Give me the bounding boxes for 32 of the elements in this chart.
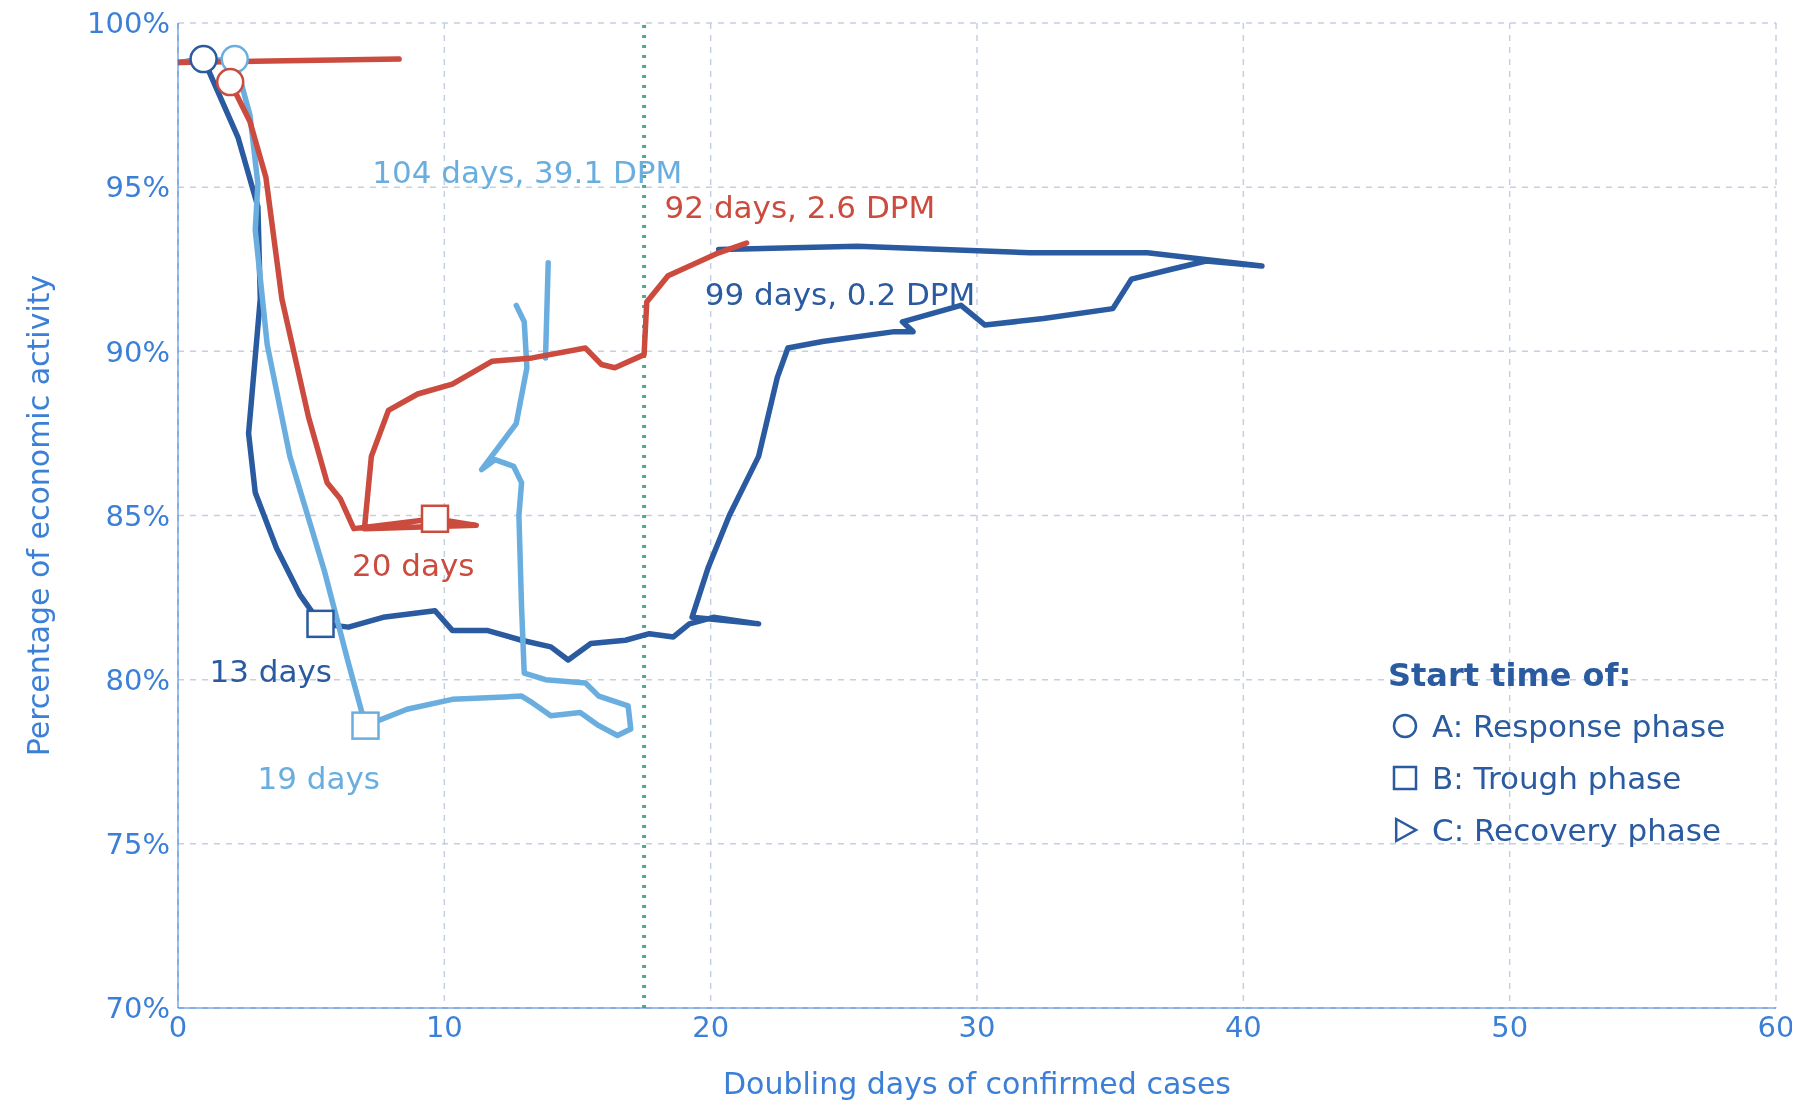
point	[306, 609, 335, 639]
y-tick-label: 75%	[105, 827, 170, 862]
x-tick-label: 40	[1224, 1009, 1262, 1044]
y-tick-label: 70%	[105, 991, 170, 1026]
point	[189, 44, 218, 74]
y-tick-label: 85%	[105, 498, 170, 533]
x-axis-title: Doubling days of confirmed cases	[723, 1066, 1231, 1101]
annotation: 92 days, 2.6 DPM	[664, 188, 936, 225]
x-tick-label: 0	[168, 1009, 188, 1044]
x-tick-label: 60	[1757, 1009, 1795, 1044]
x-tick-label: 20	[692, 1009, 730, 1044]
legend-title: Start time of:	[1388, 656, 1633, 694]
x-tick-label: 10	[425, 1009, 463, 1044]
y-tick-label: 100%	[87, 6, 170, 41]
point	[351, 711, 380, 740]
point	[420, 504, 450, 534]
annotation: 13 days	[209, 652, 332, 689]
point	[215, 67, 245, 97]
legend-label: B: Trough phase	[1432, 760, 1682, 796]
legend-label: C: Recovery phase	[1432, 812, 1722, 848]
legend-label: A: Response phase	[1432, 708, 1726, 744]
annotation: 104 days, 39.1 DPM	[372, 153, 683, 190]
annotation: 20 days	[352, 546, 475, 583]
x-tick-label: 50	[1491, 1009, 1529, 1044]
y-tick-label: 90%	[105, 334, 170, 369]
annotation: 99 days, 0.2 DPM	[704, 275, 976, 312]
point	[220, 44, 249, 74]
y-tick-label: 80%	[105, 662, 170, 697]
y-tick-label: 95%	[105, 170, 170, 205]
x-tick-label: 30	[958, 1009, 996, 1044]
annotation: 19 days	[257, 759, 380, 796]
y-axis-title: Percentage of economic activity	[20, 274, 56, 757]
